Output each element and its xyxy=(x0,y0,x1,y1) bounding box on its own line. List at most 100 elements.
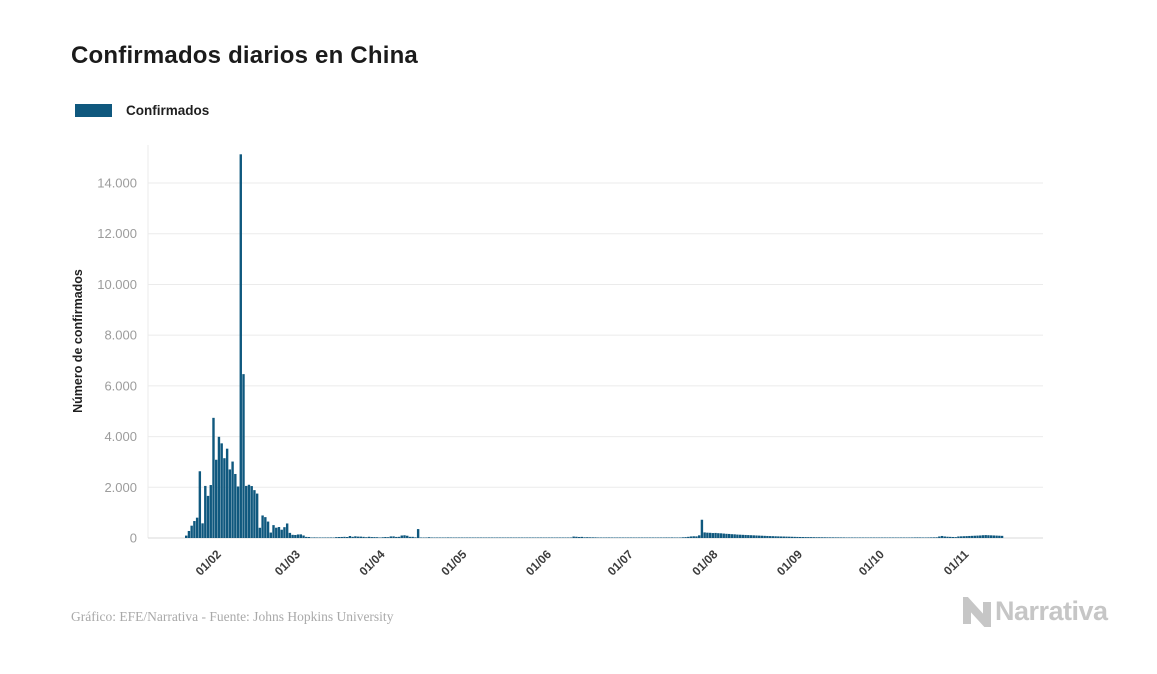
bar[interactable] xyxy=(722,533,725,538)
bar[interactable] xyxy=(392,536,395,538)
bar[interactable] xyxy=(335,537,338,538)
bar[interactable] xyxy=(760,535,764,538)
bar[interactable] xyxy=(512,537,515,539)
bar[interactable] xyxy=(1000,535,1004,538)
bar[interactable] xyxy=(321,537,324,539)
bar[interactable] xyxy=(981,535,985,538)
bar[interactable] xyxy=(266,521,270,538)
bar[interactable] xyxy=(970,535,974,538)
bar[interactable] xyxy=(878,537,881,539)
bar[interactable] xyxy=(946,536,949,538)
bar[interactable] xyxy=(223,458,226,538)
bar[interactable] xyxy=(441,537,444,539)
bar[interactable] xyxy=(523,537,526,539)
bar[interactable] xyxy=(580,536,584,538)
bar[interactable] xyxy=(706,532,709,538)
bar[interactable] xyxy=(564,537,567,539)
bar[interactable] xyxy=(657,537,660,539)
bar[interactable] xyxy=(711,533,715,538)
bar[interactable] xyxy=(662,537,665,539)
bar[interactable] xyxy=(736,534,739,538)
bar[interactable] xyxy=(212,417,215,538)
bar[interactable] xyxy=(515,537,518,539)
bar[interactable] xyxy=(597,537,600,539)
bar[interactable] xyxy=(749,535,753,538)
bar[interactable] xyxy=(826,537,829,538)
bar[interactable] xyxy=(809,537,813,538)
bar[interactable] xyxy=(324,537,327,538)
bar[interactable] xyxy=(310,537,313,539)
bar[interactable] xyxy=(752,535,755,538)
bar[interactable] xyxy=(741,534,745,538)
bar[interactable] xyxy=(610,537,614,539)
bar[interactable] xyxy=(768,536,772,538)
bar[interactable] xyxy=(908,537,911,539)
bar[interactable] xyxy=(474,537,477,539)
bar[interactable] xyxy=(255,493,259,538)
bar[interactable] xyxy=(987,535,990,538)
bar[interactable] xyxy=(670,537,674,538)
bar[interactable] xyxy=(209,485,212,538)
bar[interactable] xyxy=(528,537,532,539)
bar[interactable] xyxy=(258,527,262,538)
bar[interactable] xyxy=(708,532,712,538)
bar[interactable] xyxy=(487,537,491,539)
bar[interactable] xyxy=(717,533,720,538)
bar[interactable] xyxy=(697,535,701,538)
bar[interactable] xyxy=(463,537,466,539)
bar[interactable] xyxy=(823,537,826,538)
bar[interactable] xyxy=(397,536,401,538)
bar[interactable] xyxy=(545,537,548,539)
bar[interactable] xyxy=(684,537,687,538)
bar[interactable] xyxy=(190,525,193,538)
bar[interactable] xyxy=(643,537,646,539)
bar[interactable] xyxy=(779,536,783,538)
bar[interactable] xyxy=(575,536,578,538)
legend[interactable]: Confirmados xyxy=(75,103,209,118)
bar[interactable] xyxy=(905,537,908,539)
bar[interactable] xyxy=(204,485,207,538)
bar[interactable] xyxy=(607,537,611,538)
bar[interactable] xyxy=(250,486,253,538)
bar[interactable] xyxy=(449,537,453,539)
bar[interactable] xyxy=(758,535,761,538)
bar[interactable] xyxy=(602,537,605,539)
bar[interactable] xyxy=(253,490,256,538)
bar[interactable] xyxy=(648,537,652,539)
bar[interactable] xyxy=(618,537,622,539)
bar[interactable] xyxy=(733,534,736,538)
bar[interactable] xyxy=(586,537,589,538)
bar[interactable] xyxy=(910,537,914,538)
bar[interactable] xyxy=(880,537,884,539)
bar[interactable] xyxy=(534,537,537,539)
bar[interactable] xyxy=(888,537,892,539)
bar[interactable] xyxy=(365,537,368,538)
bar[interactable] xyxy=(419,537,423,539)
bar[interactable] xyxy=(801,537,805,538)
bar[interactable] xyxy=(318,537,322,539)
bar[interactable] xyxy=(457,537,461,539)
bar[interactable] xyxy=(561,537,564,539)
bar[interactable] xyxy=(228,469,232,538)
bar[interactable] xyxy=(962,536,966,538)
bar[interactable] xyxy=(845,537,848,538)
bar[interactable] xyxy=(667,537,671,539)
bar[interactable] xyxy=(659,537,663,539)
bar[interactable] xyxy=(815,537,818,538)
bar[interactable] xyxy=(924,537,927,538)
bar[interactable] xyxy=(485,537,488,539)
bar[interactable] xyxy=(504,537,507,539)
bar[interactable] xyxy=(362,536,365,538)
bar[interactable] xyxy=(411,536,414,538)
bar[interactable] xyxy=(376,537,379,538)
bar[interactable] xyxy=(468,537,472,539)
bar[interactable] xyxy=(569,537,573,539)
bar[interactable] xyxy=(861,537,865,539)
bar[interactable] xyxy=(422,537,425,539)
bar[interactable] xyxy=(869,537,873,539)
bar[interactable] xyxy=(517,537,521,539)
bar[interactable] xyxy=(921,537,925,538)
bar[interactable] xyxy=(959,536,963,538)
bar[interactable] xyxy=(875,537,878,538)
bar[interactable] xyxy=(356,536,360,538)
